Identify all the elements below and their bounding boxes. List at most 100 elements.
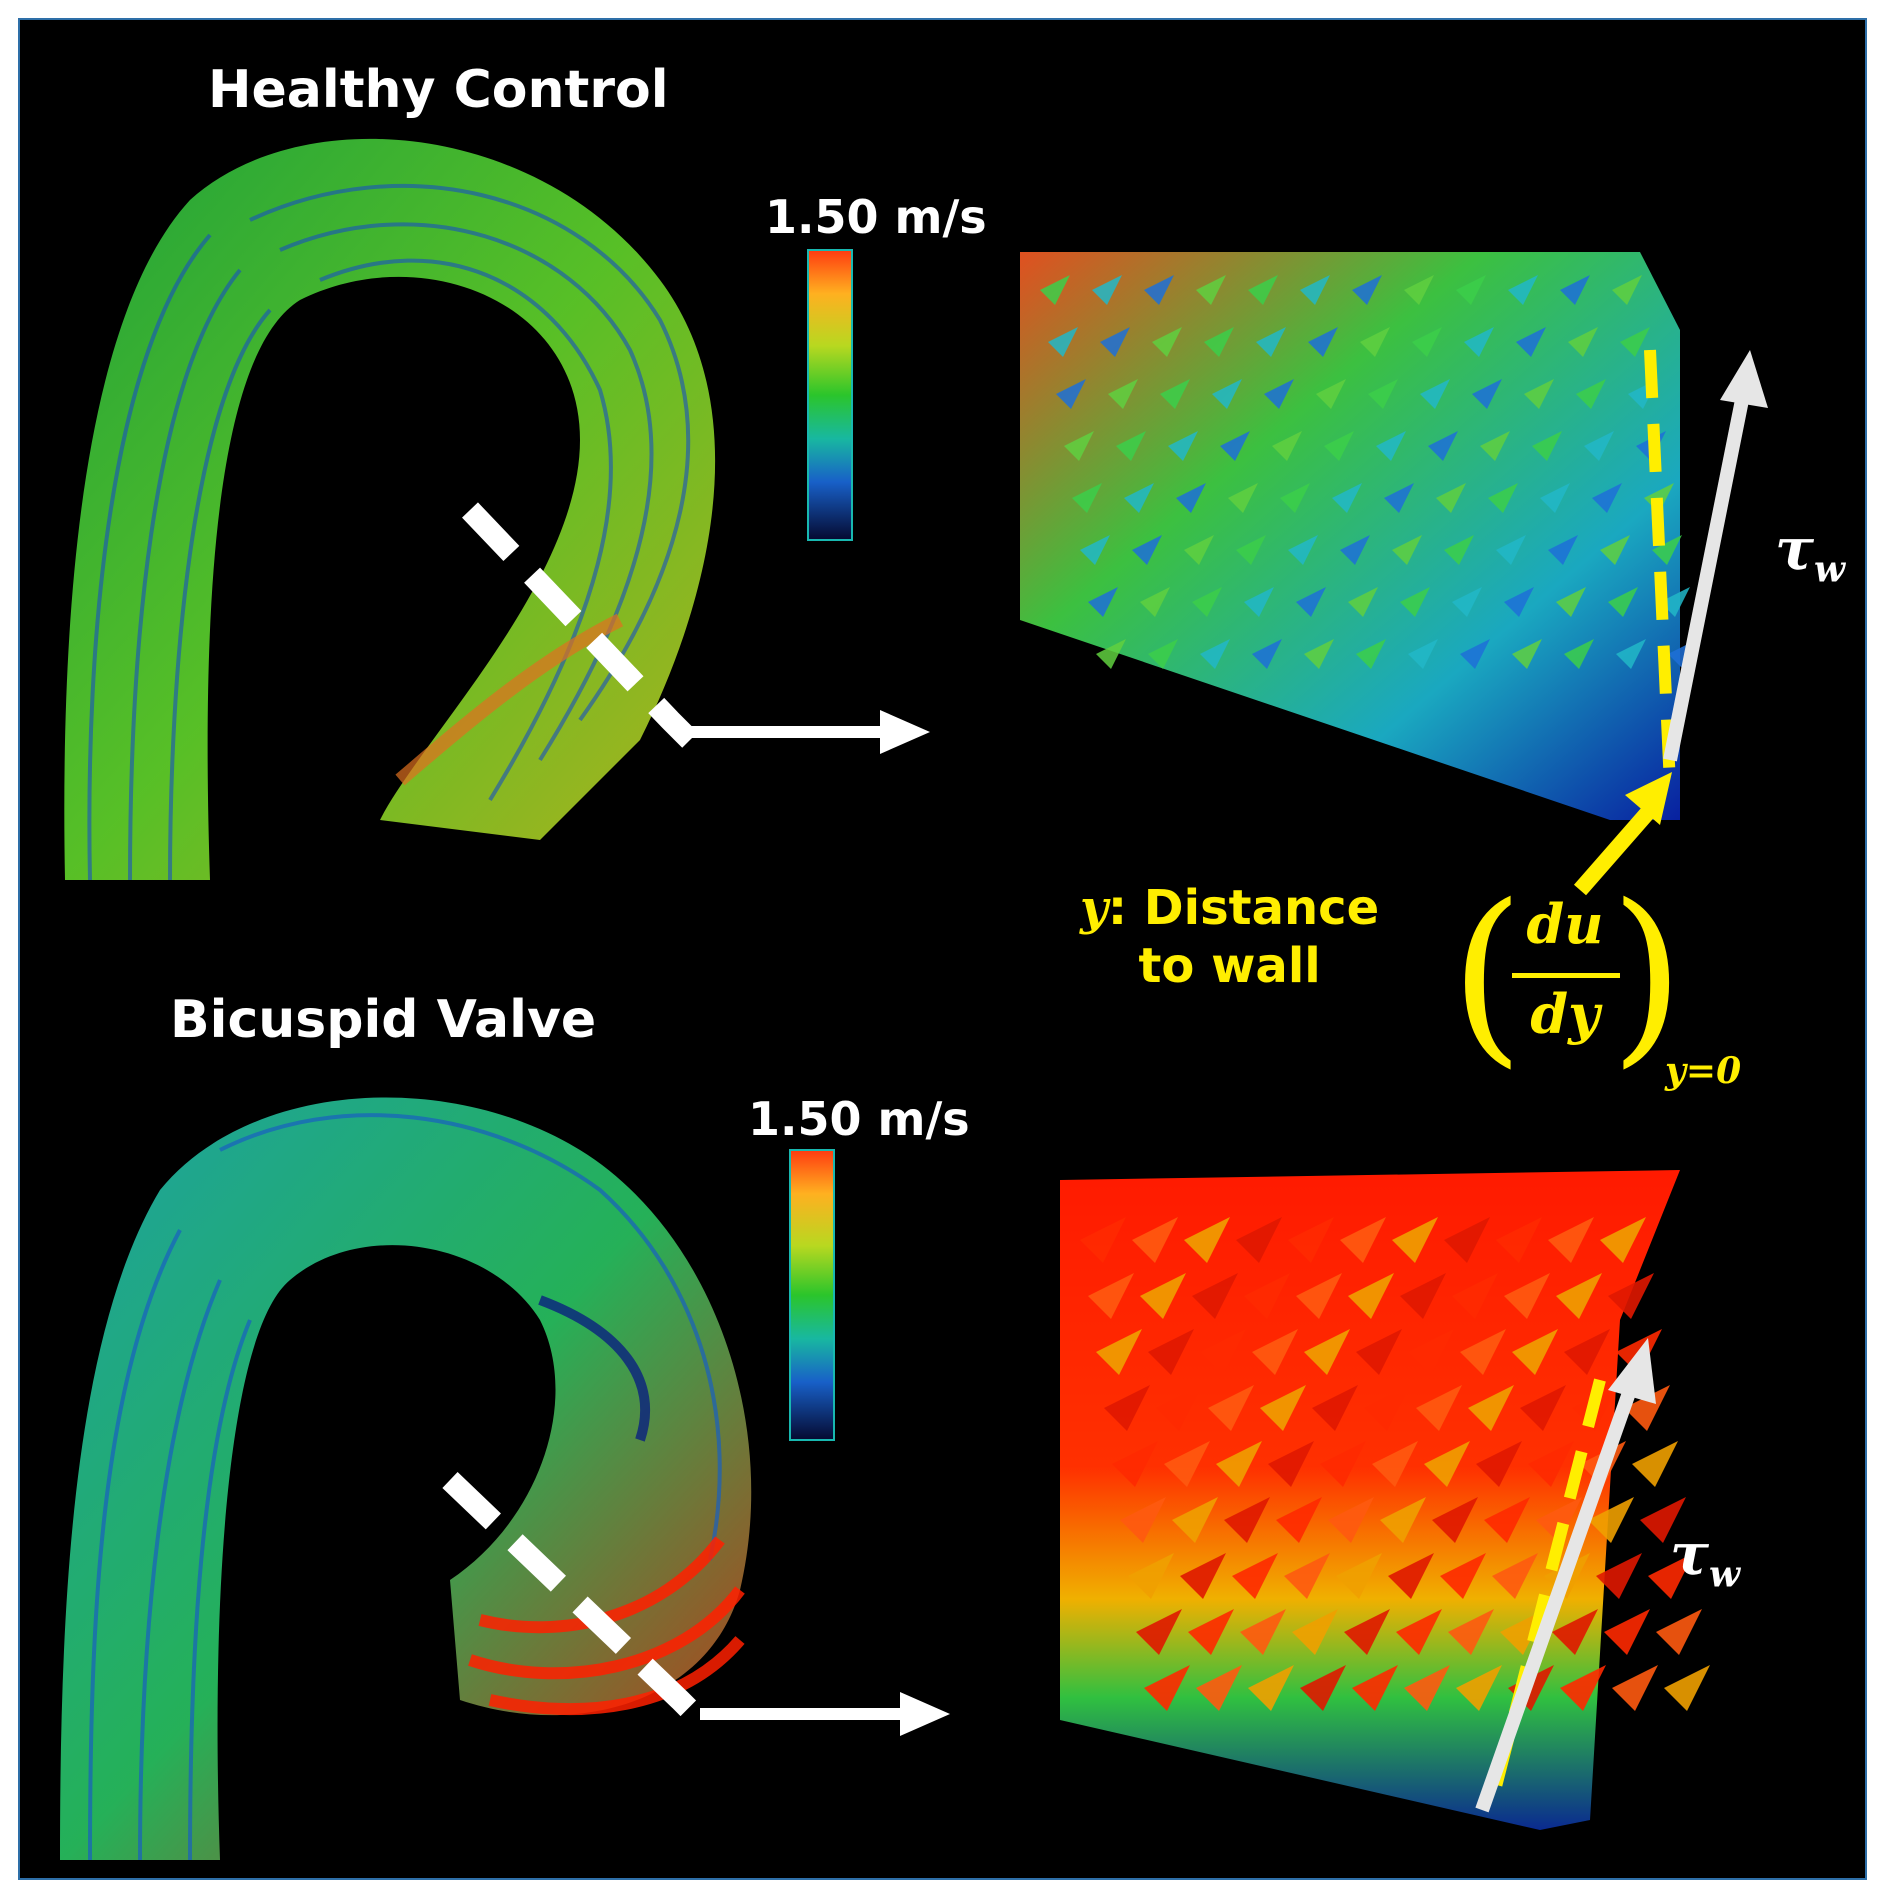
velocity-cone — [1520, 1385, 1566, 1431]
velocity-cone — [1096, 1329, 1142, 1375]
velocity-cone — [1128, 1553, 1174, 1599]
velocity-cone — [1564, 639, 1594, 669]
velocity-cone — [1560, 275, 1590, 305]
velocity-cone — [1288, 1217, 1334, 1263]
velocity-cone — [1408, 639, 1438, 669]
velocity-cone — [1412, 327, 1442, 357]
velocity-cone — [1404, 1665, 1450, 1711]
distance-to-wall-label: y: Distance to wall — [1080, 880, 1380, 994]
velocity-cone — [1532, 431, 1562, 461]
bottom-cut-line-arrow — [442, 1472, 950, 1736]
velocity-cone — [1592, 483, 1622, 513]
velocity-cone — [1296, 587, 1326, 617]
velocity-cone — [1192, 1273, 1238, 1319]
velocity-cone — [1504, 587, 1534, 617]
velocity-cone — [1664, 1665, 1710, 1711]
velocity-cone — [1388, 1553, 1434, 1599]
velocity-cone — [1484, 1497, 1530, 1543]
velocity-gradient-expression: ( du dy ) y=0 — [1450, 864, 1741, 1100]
velocity-cone — [1600, 535, 1630, 565]
top-colorbar — [807, 249, 853, 541]
velocity-cone — [1316, 379, 1346, 409]
velocity-cone — [1552, 1609, 1598, 1655]
velocity-cone — [1264, 379, 1294, 409]
velocity-cone — [1360, 327, 1390, 357]
velocity-cone — [1148, 639, 1178, 669]
velocity-cone — [1340, 1217, 1386, 1263]
velocity-cone — [1220, 431, 1250, 461]
velocity-cone — [1444, 535, 1474, 565]
velocity-cone — [1392, 1217, 1438, 1263]
velocity-cone — [1196, 1665, 1242, 1711]
velocity-cone — [1496, 535, 1526, 565]
velocity-cone — [1652, 535, 1682, 565]
velocity-cone — [1512, 639, 1542, 669]
velocity-cone — [1240, 1609, 1286, 1655]
velocity-cone — [1328, 1497, 1374, 1543]
yellow-pointer-arrow — [1573, 772, 1672, 896]
panel-title-healthy: Healthy Control — [208, 60, 669, 120]
velocity-cone — [1372, 1441, 1418, 1487]
velocity-cone — [1144, 275, 1174, 305]
panel-title-bicuspid: Bicuspid Valve — [170, 990, 597, 1050]
velocity-cone — [1252, 1329, 1298, 1375]
velocity-cone — [1452, 1273, 1498, 1319]
velocity-cone — [1620, 327, 1650, 357]
colorbar-max-label-bottom: 1.50 m/s — [748, 1092, 970, 1146]
velocity-cone — [1124, 483, 1154, 513]
velocity-cone — [1588, 1497, 1634, 1543]
velocity-cone — [1072, 483, 1102, 513]
velocity-cone — [1596, 1553, 1642, 1599]
velocity-cone — [1196, 275, 1226, 305]
velocity-cone — [1216, 1441, 1262, 1487]
velocity-cone — [1292, 1609, 1338, 1655]
velocity-cone — [1268, 1441, 1314, 1487]
velocity-cone — [1244, 1273, 1290, 1319]
velocity-cone — [1516, 327, 1546, 357]
velocity-cone — [1312, 1385, 1358, 1431]
velocity-cone — [1188, 1609, 1234, 1655]
figure-artwork — [60, 138, 1768, 1861]
right-paren: ) — [1610, 864, 1685, 1085]
velocity-cone — [1088, 1273, 1134, 1319]
velocity-cone — [1560, 1665, 1606, 1711]
velocity-cone — [1080, 535, 1110, 565]
velocity-cone — [1348, 587, 1378, 617]
gradient-denominator: dy — [1530, 982, 1600, 1046]
velocity-cone — [1352, 1665, 1398, 1711]
velocity-cone — [1616, 639, 1646, 669]
velocity-cone — [1564, 1329, 1610, 1375]
velocity-cone — [1460, 639, 1490, 669]
velocity-cone — [1180, 1553, 1226, 1599]
velocity-cone — [1156, 1385, 1202, 1431]
velocity-cone — [1416, 1385, 1462, 1431]
velocity-cone — [1524, 379, 1554, 409]
velocity-cone — [1320, 1441, 1366, 1487]
velocity-cone — [1444, 1217, 1490, 1263]
velocity-cone — [1600, 1217, 1646, 1263]
velocity-cone — [1092, 275, 1122, 305]
velocity-cone — [1480, 431, 1510, 461]
velocity-cone — [1296, 1273, 1342, 1319]
figure-frame: Healthy Control 1.50 m/s Bicuspid Valve … — [18, 18, 1867, 1880]
velocity-cone — [1404, 275, 1434, 305]
velocity-cone — [1436, 483, 1466, 513]
velocity-cone — [1640, 1497, 1686, 1543]
velocity-cone — [1288, 535, 1318, 565]
velocity-cone — [1608, 587, 1638, 617]
velocity-cone — [1140, 587, 1170, 617]
velocity-cone — [1164, 1441, 1210, 1487]
velocity-cone — [1584, 431, 1614, 461]
velocity-cone — [1384, 483, 1414, 513]
velocity-cone — [1464, 327, 1494, 357]
velocity-cone — [1148, 1329, 1194, 1375]
velocity-cone — [1540, 483, 1570, 513]
velocity-cone — [1420, 379, 1450, 409]
velocity-cone — [1556, 1273, 1602, 1319]
velocity-cone — [1136, 1609, 1182, 1655]
velocity-cone — [1184, 535, 1214, 565]
bicuspid-aorta-streamlines — [60, 1097, 752, 1861]
velocity-cone — [1456, 275, 1486, 305]
velocity-cone — [1648, 1553, 1694, 1599]
velocity-cone — [1140, 1273, 1186, 1319]
